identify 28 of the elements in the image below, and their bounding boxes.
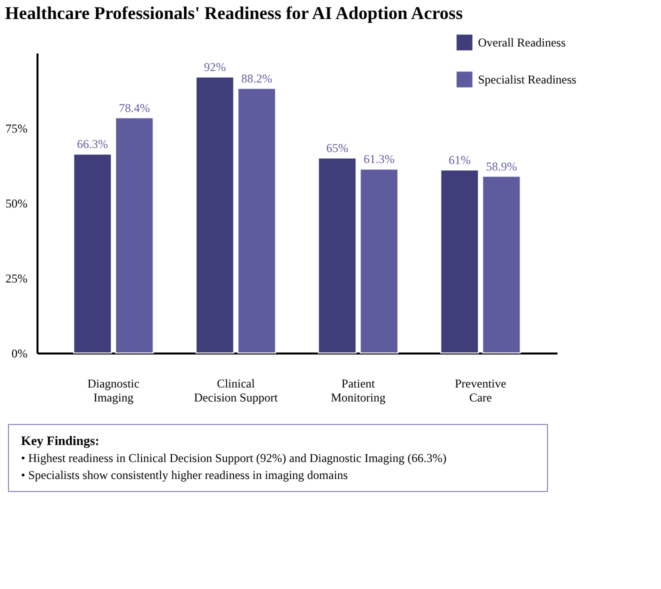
bar bbox=[360, 168, 398, 354]
legend-label: Specialist Readiness bbox=[478, 72, 577, 86]
bar bbox=[237, 88, 276, 354]
text: 78.4% bbox=[118, 100, 150, 115]
bar bbox=[440, 170, 479, 354]
text: 66.3% bbox=[77, 137, 108, 152]
bar bbox=[73, 154, 112, 354]
legend-label: Overall Readiness bbox=[478, 36, 566, 50]
x-tick-label: Clinical Decision Support bbox=[194, 376, 278, 404]
bar bbox=[115, 117, 154, 354]
text: 92% bbox=[204, 60, 226, 74]
chart-title: Healthcare Professionals' Readiness for AI Adoption Across bbox=[5, 3, 463, 23]
y-tick-label: 75% bbox=[6, 122, 28, 136]
text: 61.3% bbox=[364, 152, 395, 166]
text: 58.9% bbox=[486, 159, 517, 174]
y-tick-label: 50% bbox=[6, 196, 28, 210]
text: 65% bbox=[326, 141, 348, 155]
key-findings-box: Key Findings: • Highest readiness in Clinical Decision Support (92%) and Diagnostic Imaging (66.3%) • Specialists show consistently higher readiness in imaging domains bbox=[8, 424, 548, 492]
bar bbox=[196, 76, 234, 354]
y-tick-label: 25% bbox=[6, 272, 28, 286]
text: 61% bbox=[448, 153, 471, 167]
bar bbox=[482, 176, 521, 354]
x-tick-label: Preventive Care bbox=[454, 376, 506, 404]
x-tick-label: Patient Monitoring bbox=[330, 376, 386, 404]
x-tick-label: Diagnostic Imaging bbox=[87, 376, 140, 404]
bar bbox=[318, 158, 357, 354]
y-tick-label: 0% bbox=[12, 346, 28, 360]
text: 88.2% bbox=[241, 71, 272, 86]
